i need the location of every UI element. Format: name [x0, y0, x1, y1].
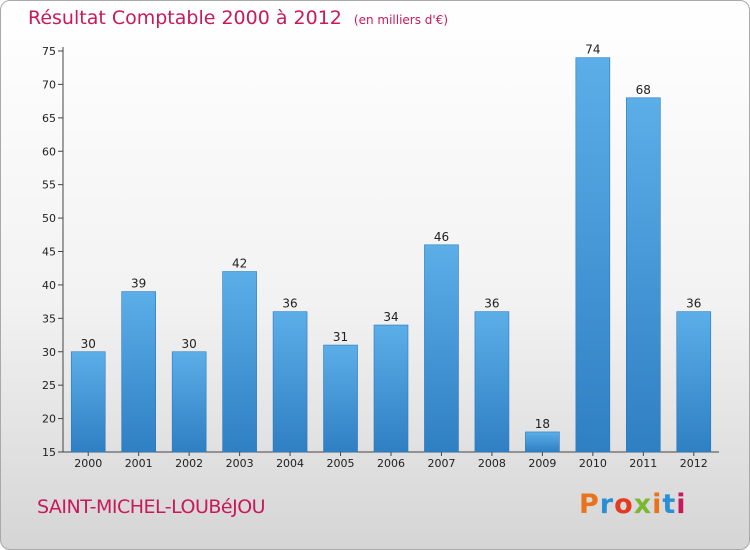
y-tick-label: 70: [42, 78, 56, 91]
y-tick-label: 35: [42, 312, 56, 325]
x-tick-label: 2010: [579, 457, 607, 470]
bar-2012: [676, 311, 712, 453]
logo-letter: x: [633, 489, 653, 520]
logo-letter: i: [676, 489, 687, 520]
y-tick-label: 30: [42, 346, 56, 359]
data-label-2004: 36: [282, 297, 297, 311]
x-tick-label: 2005: [327, 457, 355, 470]
y-tick-label: 75: [42, 45, 56, 58]
bar-2000: [70, 351, 106, 453]
x-tick-label: 2006: [377, 457, 405, 470]
logo-letter: t: [662, 489, 677, 520]
bar-2011: [626, 97, 661, 453]
commune-name: SAINT-MICHEL-LOUBéJOU: [37, 496, 266, 518]
y-tick-label: 60: [42, 145, 56, 158]
data-label-2008: 36: [484, 297, 499, 311]
data-label-2001: 39: [131, 277, 146, 291]
title-text: Résultat Comptable 2000 à 2012: [28, 7, 342, 29]
x-tick-label: 2001: [125, 457, 153, 470]
data-label-2000: 30: [81, 337, 96, 351]
x-tick-label: 2007: [427, 457, 455, 470]
bar-2010: [575, 57, 611, 453]
bars: [70, 57, 712, 453]
x-tick-label: 2004: [276, 457, 304, 470]
x-tick-label: 2000: [74, 457, 102, 470]
bar-2004: [272, 311, 308, 453]
logo-letter: o: [614, 489, 634, 520]
x-tick-label: 2012: [680, 457, 708, 470]
data-label-2006: 34: [383, 310, 398, 324]
x-tick-label: 2008: [478, 457, 506, 470]
y-tick-label: 50: [42, 212, 56, 225]
bar-2002: [171, 351, 207, 453]
y-tick-label: 65: [42, 112, 56, 125]
x-tick-label: 2003: [226, 457, 254, 470]
logo-letter: P: [579, 489, 600, 520]
logo-letter: i: [652, 489, 663, 520]
data-labels: 30 39 30 42 36 31 34 46 36 18 74 68 36: [81, 43, 702, 431]
bar-2008: [474, 311, 510, 453]
x-tick-label: 2009: [528, 457, 556, 470]
x-tick-label: 2011: [629, 457, 657, 470]
y-tick-label: 20: [42, 413, 56, 426]
data-label-2012: 36: [686, 297, 701, 311]
bar-2001: [121, 291, 156, 453]
bar-2005: [323, 344, 358, 453]
bar-2007: [424, 244, 459, 453]
chart-title: Résultat Comptable 2000 à 2012 (en millie…: [28, 7, 448, 29]
bar-2009: [525, 431, 560, 453]
data-label-2010: 74: [585, 43, 600, 57]
data-label-2007: 46: [434, 230, 449, 244]
y-tick-label: 40: [42, 279, 56, 292]
x-axis: 2000 2001 2002 2003 2004 2005 2006 2007 2008 2009…: [63, 451, 719, 470]
data-label-2011: 68: [636, 83, 651, 97]
bar-2006: [373, 324, 409, 453]
data-label-2002: 30: [182, 337, 197, 351]
proxiti-logo: Proxiti: [579, 489, 687, 520]
data-label-2003: 42: [232, 257, 247, 271]
y-tick-label: 15: [42, 446, 56, 459]
y-tick-label: 25: [42, 379, 56, 392]
chart-subtitle: (en milliers d'€): [353, 13, 449, 27]
logo-letter: r: [599, 489, 615, 520]
bar-2003: [222, 271, 257, 453]
x-tick-label: 2002: [175, 457, 203, 470]
y-tick-label: 55: [42, 179, 56, 192]
data-label-2005: 31: [333, 330, 348, 344]
y-axis: 15 20 25 30 35 40 45 50 55 60 65 70 75: [42, 45, 64, 459]
data-label-2009: 18: [535, 417, 550, 431]
y-tick-label: 45: [42, 246, 56, 259]
